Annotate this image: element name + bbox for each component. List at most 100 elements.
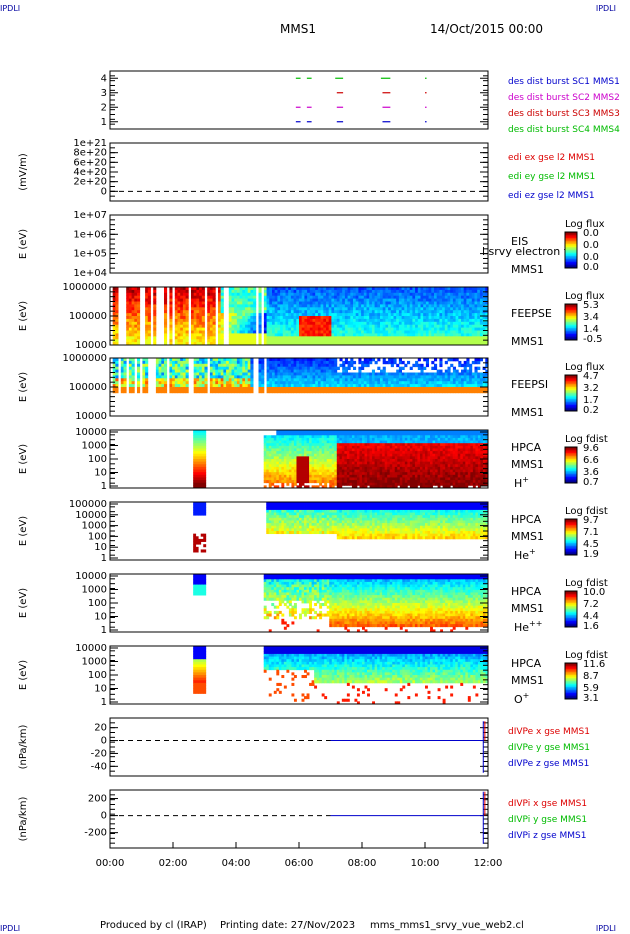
hpca_he-colorbar-tick: 7.1: [583, 527, 599, 538]
eis-colorbar-tick: 0.0: [583, 240, 599, 251]
divpi-frame: [109, 789, 489, 849]
corner-label-top-left: IPDLI: [0, 4, 21, 13]
divpe-legend-entry: dIVPe x gse MMS1: [508, 727, 590, 737]
eis-instrument-label: MMS1: [511, 263, 544, 276]
hpca_hepp-ytick-label: 1000: [82, 585, 107, 596]
footer-script-name: mms_mms1_srvy_vue_web2.cl: [370, 920, 524, 931]
hpca_hepp-colorbar-tick: 10.0: [583, 587, 605, 598]
hpca_h-ytick-label: 1000: [82, 441, 107, 452]
hpca_he-ytick-label: 1: [101, 553, 107, 564]
divpe-ytick-label: -20: [91, 748, 107, 759]
hpca_hepp-colorbar: [564, 590, 578, 628]
hpca_he-colorbar-tick: 9.7: [583, 515, 599, 526]
hpca_o-ylabel: E (eV): [18, 660, 29, 690]
hpca_h-colorbar: [564, 446, 578, 484]
hpca_o-ytick-label: 10000: [75, 643, 107, 654]
mission-title: MMS1: [280, 22, 316, 36]
time-axis-tick-label: 12:00: [474, 858, 503, 869]
feepse-colorbar-title: Log flux: [565, 291, 605, 302]
feepse-ytick-label: 1000000: [62, 282, 107, 293]
date-title: 14/Oct/2015 00:00: [430, 22, 544, 36]
hpca_hepp-ytick-label: 10000: [75, 571, 107, 582]
hpca_h-frame: [109, 429, 489, 489]
burst-legend-entry: des dist burst SC2 MMS2: [508, 93, 620, 103]
feepse-colorbar-tick: 5.3: [583, 300, 599, 311]
hpca_o-colorbar-tick: 3.1: [583, 693, 599, 704]
hpca_o-ytick-label: 1: [101, 697, 107, 708]
hpca_h-spectrogram: [193, 430, 489, 489]
feepsi-colorbar-tick: 4.7: [583, 371, 599, 382]
feepsi-ylabel: E (eV): [18, 372, 29, 402]
divpe-frame: [109, 717, 489, 777]
hpca_h-ylabel: E (eV): [18, 444, 29, 474]
hpca_o-ytick-label: 100: [88, 670, 107, 681]
divpi-ytick-label: -200: [84, 828, 107, 839]
edi-ytick-label: 4e+20: [73, 167, 107, 178]
feepse-colorbar-tick: -0.5: [583, 334, 603, 345]
footer-produced: Produced by cl (IRAP): [100, 920, 207, 931]
hpca_o-colorbar-tick: 8.7: [583, 671, 599, 682]
feepse-instrument-label: FEEPSE: [511, 307, 552, 320]
hpca_hepp-frame: [109, 573, 489, 633]
eis-overlay-text: l srvy electron to: [482, 245, 575, 258]
edi-ytick-label: 6e+20: [73, 157, 107, 168]
burst-ytick-label: 4: [101, 73, 107, 84]
corner-label-top-right: IPDLI: [595, 4, 616, 13]
feepsi-minor-ticks: [110, 357, 488, 417]
feepsi-colorbar-tick: 3.2: [583, 383, 599, 394]
time-axis-tick-label: 04:00: [222, 858, 251, 869]
divpe-ytick-label: -40: [91, 761, 107, 772]
eis-colorbar-tick: 0.0: [583, 228, 599, 239]
edi-legend-entry: edi ey gse l2 MMS1: [508, 172, 595, 182]
hpca_he-spectrogram: [193, 502, 489, 553]
feepsi-colorbar-tick: 1.7: [583, 395, 599, 406]
feepsi-instrument-label: FEEPSI: [511, 378, 548, 391]
hpca_he-ytick-label: 10000: [75, 510, 107, 521]
time-axis-tick-label: 08:00: [348, 858, 377, 869]
hpca_he-ylabel: E (eV): [18, 516, 29, 546]
hpca_o-spectrogram: [193, 646, 489, 705]
burst-frame: [109, 70, 489, 130]
feepse-instrument-label: MMS1: [511, 335, 544, 348]
divpe-ytick-label: 0: [101, 736, 107, 747]
hpca_o-colorbar-title: Log fdist: [565, 650, 608, 661]
divpi-legend-entry: dIVPi z gse MMS1: [508, 831, 586, 841]
hpca_he-instrument-label: MMS1: [511, 530, 544, 543]
eis-ytick-label: 1e+06: [73, 229, 107, 240]
eis-ytick-label: 1e+05: [73, 249, 107, 260]
divpe-legend-entry: dIVPe y gse MMS1: [508, 743, 590, 753]
feepsi-colorbar: [564, 374, 578, 412]
hpca_o-colorbar-tick: 5.9: [583, 683, 599, 694]
hpca_h-instrument-label: MMS1: [511, 458, 544, 471]
eis-colorbar: [564, 231, 578, 269]
eis-ytick-label: 1e+07: [73, 210, 107, 221]
hpca_hepp-spectrogram: [193, 574, 489, 633]
feepse-colorbar: [564, 303, 578, 341]
hpca_h-ytick-label: 10: [94, 468, 107, 479]
divpe-legend-entry: dIVPe z gse MMS1: [508, 759, 589, 769]
edi-ytick-label: 1e+21: [73, 138, 107, 149]
corner-label-bottom-right: IPDLI: [595, 924, 616, 933]
hpca_o-instrument-label: HPCA: [511, 657, 542, 670]
hpca_hepp-colorbar-tick: 1.6: [583, 621, 599, 632]
edi-legend-entry: edi ez gse l2 MMS1: [508, 191, 595, 201]
hpca_h-colorbar-tick: 0.7: [583, 477, 599, 488]
hpca_hepp-instrument-label: MMS1: [511, 602, 544, 615]
time-axis-tick-label: 02:00: [159, 858, 188, 869]
burst-legend-entry: des dist burst SC4 MMS4: [508, 125, 620, 135]
divpe-ytick-label: 20: [94, 723, 107, 734]
divpi-ylabel: (nPa/km): [18, 797, 29, 842]
hpca_o-ytick-label: 1000: [82, 657, 107, 668]
burst-legend-entry: des dist burst SC1 MMS1: [508, 77, 620, 87]
hpca_h-species-label: H+: [514, 475, 529, 490]
burst-ytick-label: 1: [101, 117, 107, 128]
divpi-legend-entry: dIVPi x gse MMS1: [508, 799, 587, 809]
eis-minor-ticks: [110, 214, 488, 274]
divpi-ytick-label: 200: [88, 794, 107, 805]
hpca_o-species-label: O+: [514, 691, 529, 706]
eis-ytick-label: 1e+04: [73, 268, 107, 279]
hpca_he-species-label: He+: [514, 547, 536, 562]
eis-instrument-label: EIS: [511, 235, 528, 248]
hpca_h-instrument-label: HPCA: [511, 441, 542, 454]
